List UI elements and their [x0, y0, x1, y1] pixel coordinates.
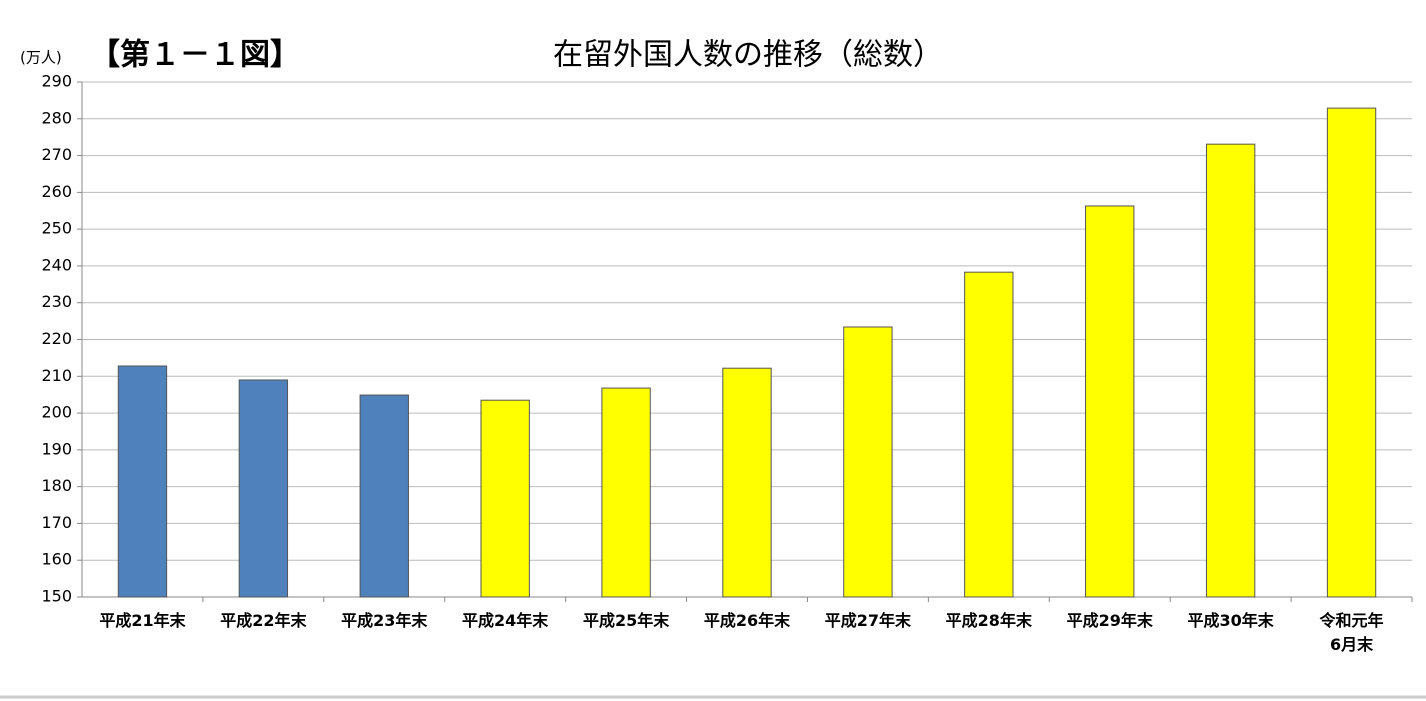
- y-tick-label: 260: [41, 182, 72, 201]
- y-tick-label: 200: [41, 403, 72, 422]
- y-tick-label: 250: [41, 219, 72, 238]
- y-tick-label: 150: [41, 587, 72, 606]
- x-tick-label: 平成28年末: [945, 611, 1032, 630]
- y-tick-label: 210: [41, 366, 72, 385]
- figure-label: 【第１－１図】: [90, 38, 300, 73]
- y-tick-label: 290: [41, 72, 72, 91]
- x-tick-label: 平成25年末: [582, 611, 670, 630]
- y-tick-label: 160: [41, 550, 72, 569]
- bar: [238, 379, 289, 598]
- y-tick-label: 170: [41, 513, 72, 532]
- x-tick-label: 平成24年末: [462, 611, 549, 630]
- y-unit: (万人): [20, 49, 62, 67]
- bar: [1085, 205, 1135, 598]
- bar: [117, 365, 168, 598]
- y-tick-label: 220: [41, 329, 72, 348]
- y-tick-label: 240: [41, 255, 72, 274]
- x-tick-label: 平成30年末: [1187, 611, 1274, 630]
- x-tick-label: 令和元年 6月末: [1319, 611, 1384, 654]
- y-tick-label: 230: [41, 292, 72, 311]
- bar: [1326, 107, 1377, 598]
- y-tick-label: 180: [41, 476, 72, 495]
- bar: [843, 326, 893, 598]
- chart-title: 在留外国人数の推移（総数）: [553, 38, 943, 73]
- x-tick-label: 平成22年末: [220, 611, 307, 630]
- x-tick-label: 平成21年末: [99, 611, 186, 630]
- y-tick-label: 280: [41, 108, 72, 127]
- x-tick-label: 平成26年末: [703, 611, 791, 630]
- x-tick-label: 平成27年末: [824, 611, 912, 630]
- x-tick-label: 平成29年末: [1066, 611, 1153, 630]
- x-tick-label: 平成23年末: [341, 611, 428, 630]
- y-tick-label: 190: [41, 439, 72, 458]
- bar: [722, 367, 772, 598]
- bar: [601, 387, 651, 598]
- bar: [1205, 143, 1256, 598]
- bar: [480, 399, 530, 598]
- y-tick-label: 270: [41, 145, 72, 164]
- bar: [964, 271, 1014, 598]
- bar: [359, 394, 409, 598]
